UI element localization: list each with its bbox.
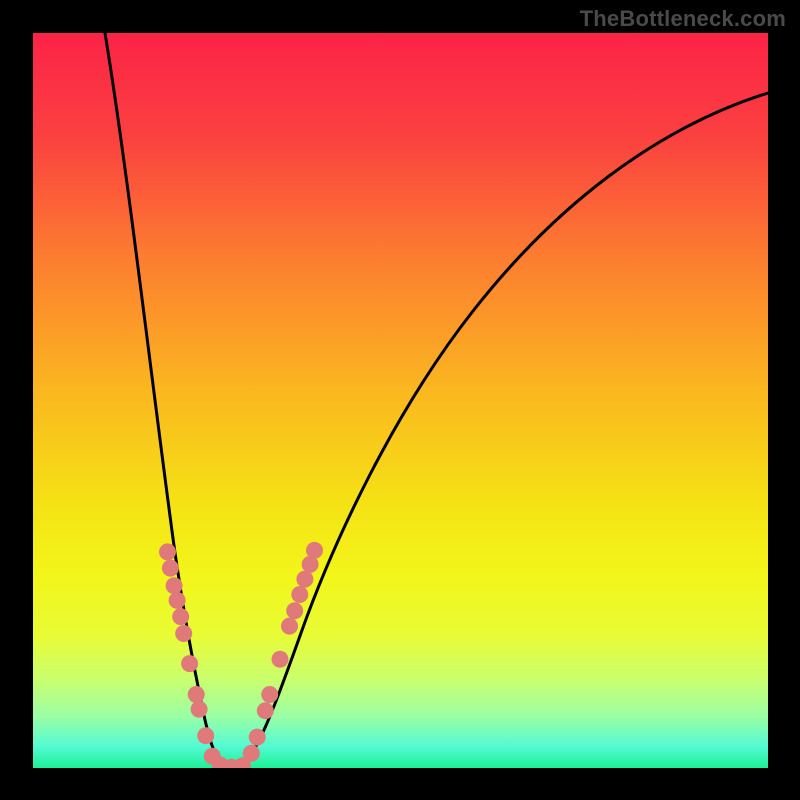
watermark: TheBottleneck.com: [580, 6, 786, 32]
chart-stage: TheBottleneck.com: [0, 0, 800, 800]
gradient-background: [33, 33, 768, 768]
plot-frame: [33, 33, 768, 768]
